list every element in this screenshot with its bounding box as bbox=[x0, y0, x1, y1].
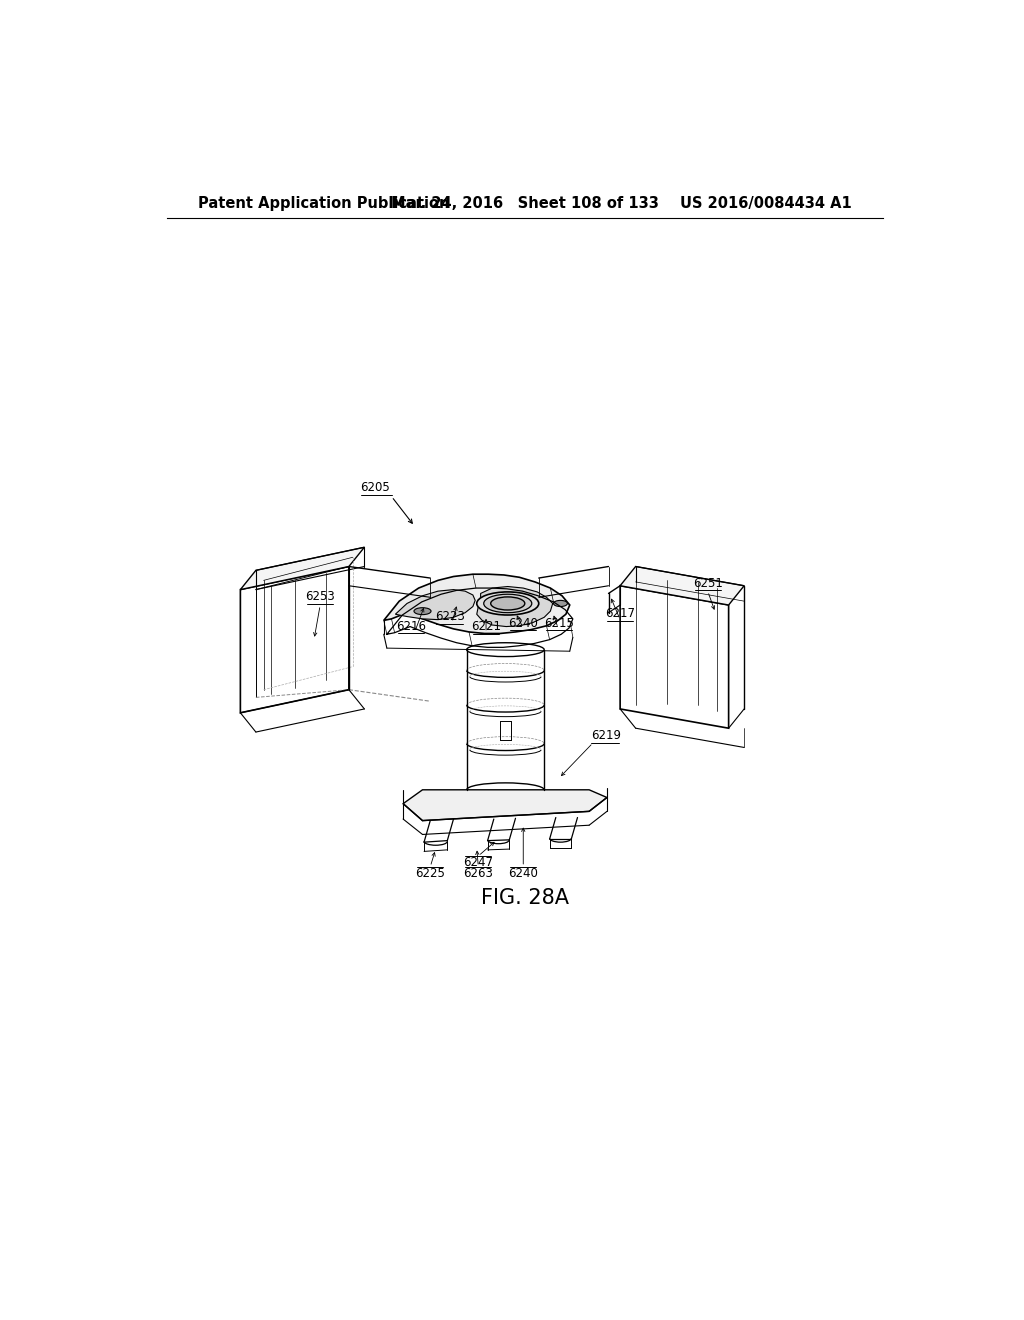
Ellipse shape bbox=[467, 643, 544, 656]
Polygon shape bbox=[621, 566, 744, 605]
Text: 6215: 6215 bbox=[544, 616, 573, 630]
Polygon shape bbox=[395, 590, 475, 619]
Polygon shape bbox=[241, 566, 349, 713]
Polygon shape bbox=[241, 548, 365, 590]
Ellipse shape bbox=[483, 594, 531, 612]
Text: 6240: 6240 bbox=[508, 616, 539, 630]
Text: Mar. 24, 2016 Sheet 108 of 133: Mar. 24, 2016 Sheet 108 of 133 bbox=[391, 195, 658, 211]
Ellipse shape bbox=[477, 591, 539, 615]
Text: 6216: 6216 bbox=[396, 619, 426, 632]
Polygon shape bbox=[384, 574, 569, 634]
Text: 6263: 6263 bbox=[464, 867, 494, 880]
Polygon shape bbox=[477, 586, 553, 627]
Text: 6217: 6217 bbox=[605, 607, 635, 620]
Ellipse shape bbox=[554, 601, 567, 607]
Text: 6221: 6221 bbox=[471, 620, 501, 634]
Text: 6240: 6240 bbox=[508, 867, 539, 880]
Text: 6225: 6225 bbox=[416, 867, 445, 880]
Text: US 2016/0084434 A1: US 2016/0084434 A1 bbox=[680, 195, 852, 211]
Text: 6253: 6253 bbox=[305, 590, 335, 603]
Text: 6205: 6205 bbox=[360, 480, 390, 494]
Ellipse shape bbox=[414, 607, 431, 615]
Text: 6247: 6247 bbox=[463, 855, 494, 869]
Polygon shape bbox=[621, 586, 729, 729]
Polygon shape bbox=[403, 789, 607, 821]
Ellipse shape bbox=[467, 783, 544, 797]
Text: Patent Application Publication: Patent Application Publication bbox=[198, 195, 450, 211]
Text: 6219: 6219 bbox=[592, 729, 622, 742]
Text: 6251: 6251 bbox=[693, 577, 723, 590]
Ellipse shape bbox=[490, 597, 524, 610]
Text: FIG. 28A: FIG. 28A bbox=[481, 887, 568, 908]
Text: 6223: 6223 bbox=[434, 610, 465, 623]
